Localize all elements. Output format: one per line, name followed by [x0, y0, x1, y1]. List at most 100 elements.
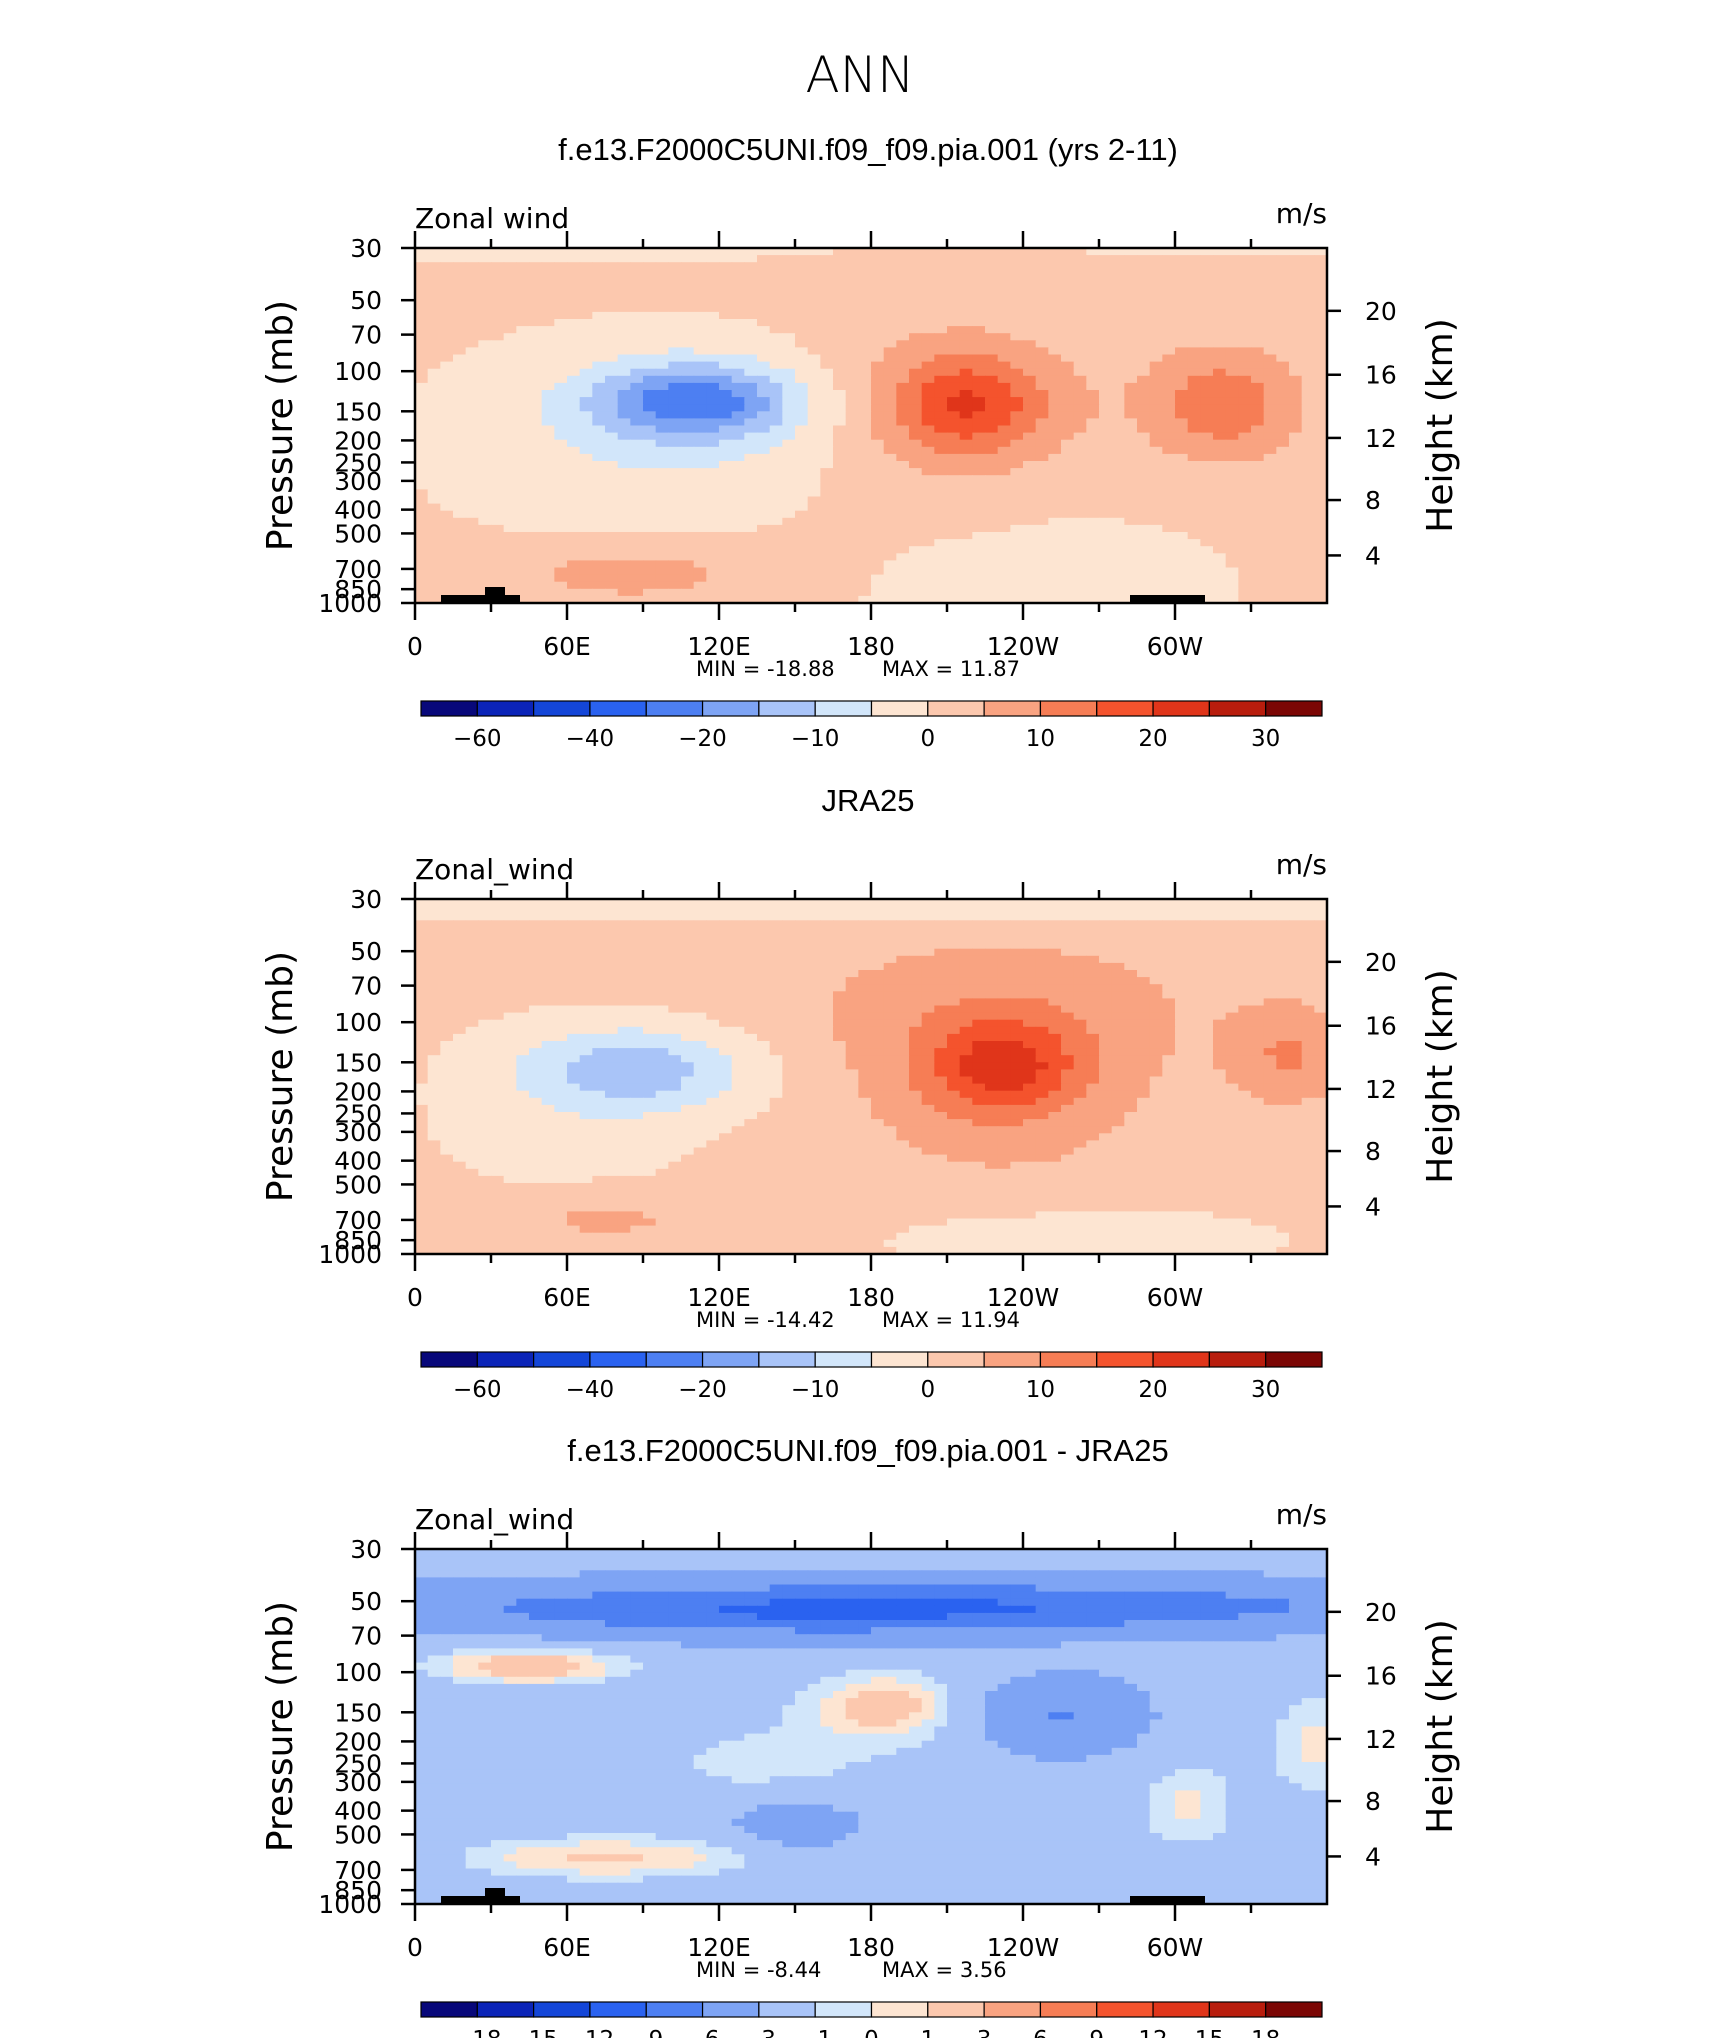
contour-cell — [782, 439, 796, 448]
contour-cell — [947, 439, 961, 448]
contour-cell — [668, 262, 682, 270]
contour-cell — [1048, 368, 1062, 377]
contour-cell — [757, 1012, 771, 1021]
contour-cell — [782, 906, 796, 914]
contour-cell — [643, 390, 657, 398]
contour-cell — [921, 1012, 935, 1021]
contour-cell — [1175, 517, 1189, 526]
contour-cell — [909, 297, 923, 306]
contour-cell — [643, 304, 657, 313]
contour-cell — [579, 262, 593, 270]
contour-cell — [503, 524, 517, 533]
contour-cell — [972, 970, 986, 978]
contour-cell — [1137, 899, 1151, 907]
y-right-tick-label: 8 — [1365, 486, 1381, 515]
contour-cell — [820, 553, 834, 561]
contour-cell — [579, 934, 593, 943]
contour-cell — [972, 941, 986, 950]
contour-cell — [909, 269, 923, 277]
contour-cell — [807, 560, 821, 569]
contour-cell — [1289, 411, 1303, 419]
contour-cell — [491, 955, 505, 964]
contour-cell — [909, 532, 923, 540]
contour-cell — [744, 439, 758, 448]
contour-cell — [605, 333, 619, 341]
contour-cell — [427, 390, 441, 398]
contour-cell — [529, 1005, 543, 1014]
contour-cell — [769, 326, 783, 334]
contour-cell — [883, 361, 897, 370]
contour-cell — [1301, 977, 1315, 985]
contour-cell — [693, 432, 707, 441]
contour-cell — [731, 532, 745, 540]
contour-cell — [1061, 475, 1075, 483]
contour-cell — [985, 581, 999, 590]
contour-cell — [820, 927, 834, 936]
contour-cell — [1086, 574, 1100, 583]
contour-cell — [1010, 461, 1024, 469]
contour-cell — [1175, 453, 1189, 462]
contour-cell — [833, 503, 847, 512]
contour-cell — [706, 567, 720, 576]
contour-cell — [985, 913, 999, 921]
contour-cell — [465, 446, 479, 455]
contour-cell — [896, 475, 910, 483]
contour-cell — [1314, 532, 1328, 540]
contour-cell — [1276, 546, 1290, 554]
contour-cell — [592, 425, 606, 434]
contour-cell — [503, 453, 517, 462]
contour-cell — [453, 482, 467, 490]
contour-cell — [478, 482, 492, 490]
contour-cell — [1111, 311, 1125, 320]
contour-cell — [782, 354, 796, 363]
contour-cell — [959, 510, 973, 519]
contour-cell — [415, 461, 429, 469]
contour-cell — [997, 906, 1011, 914]
contour-cell — [1137, 347, 1151, 356]
contour-cell — [1086, 998, 1100, 1007]
contour-cell — [1124, 390, 1138, 398]
contour-cell — [1213, 934, 1227, 943]
contour-cell — [807, 482, 821, 490]
contour-cell — [985, 311, 999, 320]
contour-cell — [921, 347, 935, 356]
contour-cell — [529, 262, 543, 270]
contour-cell — [757, 297, 771, 306]
contour-cell — [1187, 560, 1201, 569]
contour-cell — [415, 595, 429, 604]
contour-cell — [1213, 482, 1227, 490]
contour-cell — [478, 1019, 492, 1028]
contour-cell — [1314, 347, 1328, 356]
contour-cell — [605, 567, 619, 576]
contour-cell — [706, 574, 720, 583]
contour-cell — [706, 425, 720, 434]
contour-cell — [1137, 962, 1151, 971]
topography — [485, 587, 505, 603]
contour-cell — [567, 390, 581, 398]
contour-cell — [1149, 1005, 1163, 1014]
contour-cell — [1263, 404, 1277, 412]
contour-cell — [605, 382, 619, 391]
contour-cell — [959, 553, 973, 561]
contour-cell — [1276, 425, 1290, 434]
contour-cell — [1200, 941, 1214, 950]
contour-cell — [807, 354, 821, 363]
contour-cell — [858, 361, 872, 370]
contour-cell — [567, 262, 581, 270]
contour-cell — [997, 984, 1011, 992]
contour-cell — [427, 489, 441, 498]
contour-cell — [516, 927, 530, 936]
contour-cell — [1086, 311, 1100, 320]
contour-cell — [1301, 439, 1315, 448]
contour-cell — [883, 948, 897, 957]
contour-cell — [985, 397, 999, 405]
contour-cell — [997, 588, 1011, 597]
contour-cell — [630, 475, 644, 483]
contour-cell — [706, 977, 720, 985]
contour-cell — [947, 283, 961, 292]
contour-cell — [1289, 255, 1303, 263]
contour-cell — [592, 503, 606, 512]
contour-cell — [503, 411, 517, 419]
contour-cell — [567, 425, 581, 434]
contour-cell — [415, 920, 429, 928]
